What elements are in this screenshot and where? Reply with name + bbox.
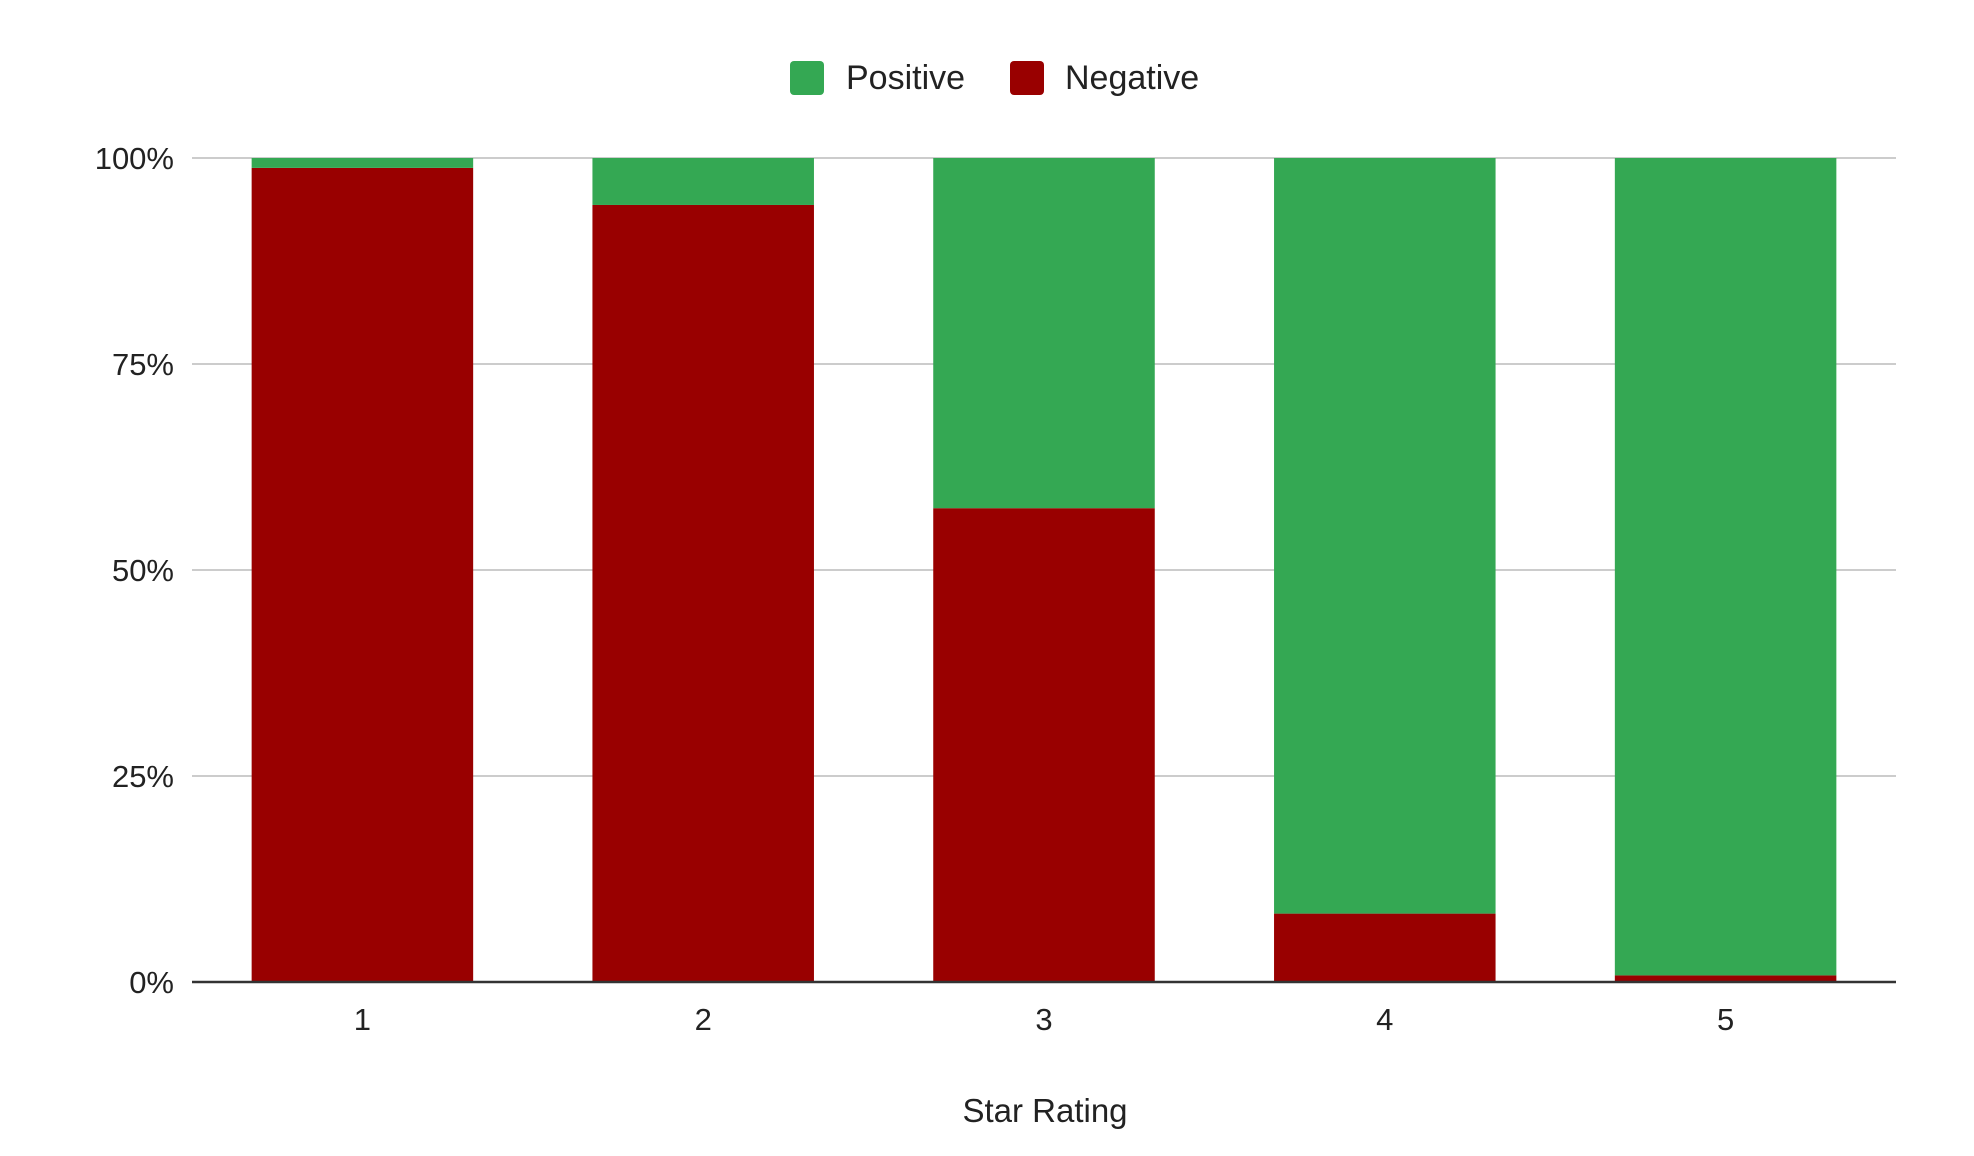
bar-negative-4 xyxy=(1274,913,1496,982)
y-tick-label: 25% xyxy=(112,759,174,794)
bar-positive-3 xyxy=(933,158,1155,509)
chart-legend: Positive Negative xyxy=(790,59,1199,97)
x-axis-tick-labels: 1 2 3 4 5 xyxy=(354,1002,1734,1037)
y-axis-tick-labels: 0% 25% 50% 75% 100% xyxy=(95,141,174,1000)
y-tick-label: 0% xyxy=(129,965,174,1000)
y-tick-label: 75% xyxy=(112,347,174,382)
x-tick-label: 3 xyxy=(1035,1002,1052,1037)
x-tick-label: 5 xyxy=(1717,1002,1734,1037)
bar-positive-2 xyxy=(592,158,814,205)
y-tick-label: 50% xyxy=(112,553,174,588)
bar-negative-5 xyxy=(1614,975,1837,982)
bar-negative-1 xyxy=(251,167,474,982)
x-tick-label: 2 xyxy=(695,1002,712,1037)
x-tick-label: 1 xyxy=(354,1002,371,1037)
x-tick-label: 4 xyxy=(1376,1002,1393,1037)
bar-series xyxy=(251,158,1837,982)
bar-positive-1 xyxy=(251,158,474,168)
legend-label-positive: Positive xyxy=(846,59,965,97)
bar-negative-2 xyxy=(592,204,814,982)
legend-swatch-negative xyxy=(1010,61,1044,95)
legend-swatch-positive xyxy=(790,61,824,95)
x-axis-title: Star Rating xyxy=(962,1092,1127,1129)
legend-label-negative: Negative xyxy=(1065,59,1199,97)
y-tick-label: 100% xyxy=(95,141,174,176)
bar-positive-5 xyxy=(1614,158,1837,976)
bar-negative-3 xyxy=(933,508,1155,982)
bar-positive-4 xyxy=(1274,158,1496,914)
